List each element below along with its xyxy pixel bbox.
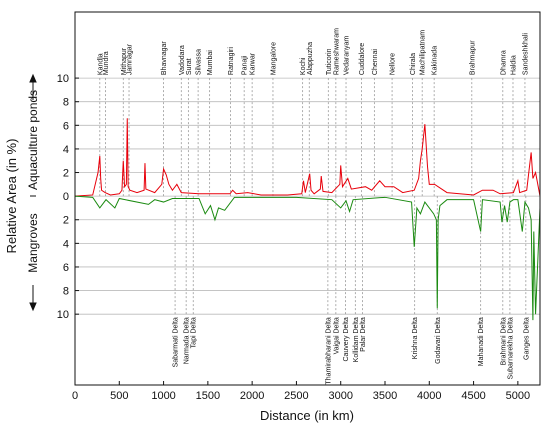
y-tick-label: 8	[63, 97, 69, 109]
place-label: Alappuzha	[307, 42, 314, 75]
place-label: Vedaranyam	[344, 36, 351, 75]
place-label: Mithapur	[121, 47, 128, 75]
place-label: Nellore	[390, 53, 397, 75]
place-label: Kandla	[97, 53, 104, 75]
data-line	[74, 195, 541, 321]
delta-label: Krishna Delta	[412, 317, 419, 359]
place-label: Bhavnagar	[161, 41, 168, 76]
delta-label: Subarnarekha Delta	[507, 317, 514, 379]
place-label: Sandeshkhali	[522, 33, 529, 75]
place-label: Silvassa	[196, 49, 203, 75]
y-tick-label: 2	[63, 215, 69, 227]
plot-frame	[74, 11, 541, 386]
y-axis-label: Relative Area (in %)	[4, 139, 19, 254]
x-axis-label: Distance (in km)	[260, 408, 354, 423]
x-tick-label: 500	[110, 390, 128, 402]
place-label: Jamnagar	[127, 43, 134, 75]
place-label: Dhamra	[500, 50, 507, 75]
y-tick-label: 4	[63, 144, 69, 156]
delta-label: Thamirabharani Delta	[325, 317, 332, 384]
y-tick-label: 10	[57, 309, 69, 321]
lower-label: Mangroves	[26, 213, 40, 272]
x-tick-label: 3000	[328, 390, 352, 402]
delta-label: Tapi Delta	[191, 317, 198, 348]
delta-label: Kollidam Delta	[353, 317, 360, 362]
x-tick-label: 0	[72, 390, 78, 402]
place-label: Mumbai	[207, 50, 214, 75]
x-tick-label: 2500	[284, 390, 308, 402]
place-label: Chennai	[372, 49, 379, 76]
x-tick-label: 5000	[506, 390, 530, 402]
place-label: Mundra	[103, 51, 110, 75]
place-label: Mangalore	[270, 42, 277, 75]
delta-label: Godavari Delta	[435, 317, 442, 364]
x-tick-label: 4000	[417, 390, 441, 402]
place-label: Brahmapur	[469, 40, 476, 75]
delta-label: Narmada Delta	[184, 317, 191, 364]
arrows	[29, 73, 37, 312]
y-tick-label: 4	[63, 238, 69, 250]
upper-label: Aquaculture ponds	[26, 90, 40, 190]
delta-label: Cauvery Delta	[343, 317, 350, 361]
delta-label: Palar Delta	[360, 317, 367, 352]
x-tick-label: 2000	[240, 390, 264, 402]
place-label: Chirala	[410, 53, 417, 75]
place-label: Karwar	[250, 52, 257, 75]
delta-label: Ganges Delta	[523, 317, 530, 360]
delta-label: Vaigai Delta	[333, 317, 340, 354]
x-tick-label: 3500	[373, 390, 397, 402]
y-tick-label: 2	[63, 168, 69, 180]
y-tick-label: 6	[63, 120, 69, 132]
place-label: Panaji	[242, 55, 249, 75]
place-label: Tuticorin	[326, 48, 333, 75]
place-label: Haldia	[510, 55, 517, 75]
place-label: Surat	[186, 58, 193, 75]
y-tick-label: 8	[63, 286, 69, 298]
place-label: Ratnagiri	[228, 47, 235, 75]
delta-label: Mahanadi Delta	[478, 317, 485, 366]
data-line	[74, 118, 541, 197]
place-label: Kochi	[300, 57, 307, 75]
y-tick-label: 0	[63, 191, 69, 203]
x-tick-label: 4500	[461, 390, 485, 402]
x-tick-label: 1000	[151, 390, 175, 402]
place-label: Rameshwaram	[333, 28, 340, 75]
place-label: Machilipatnam	[420, 30, 427, 75]
x-tick-label: 1500	[196, 390, 220, 402]
y-tick-label: 6	[63, 262, 69, 274]
place-label: Cuddalore	[359, 43, 366, 75]
delta-label: Sabarmati Delta	[173, 317, 180, 367]
place-label: Kakinada	[432, 46, 439, 75]
delta-label: Brahmani Delta	[500, 317, 507, 365]
place-label: Vadodara	[179, 45, 186, 75]
y-tick-label: 10	[57, 73, 69, 85]
